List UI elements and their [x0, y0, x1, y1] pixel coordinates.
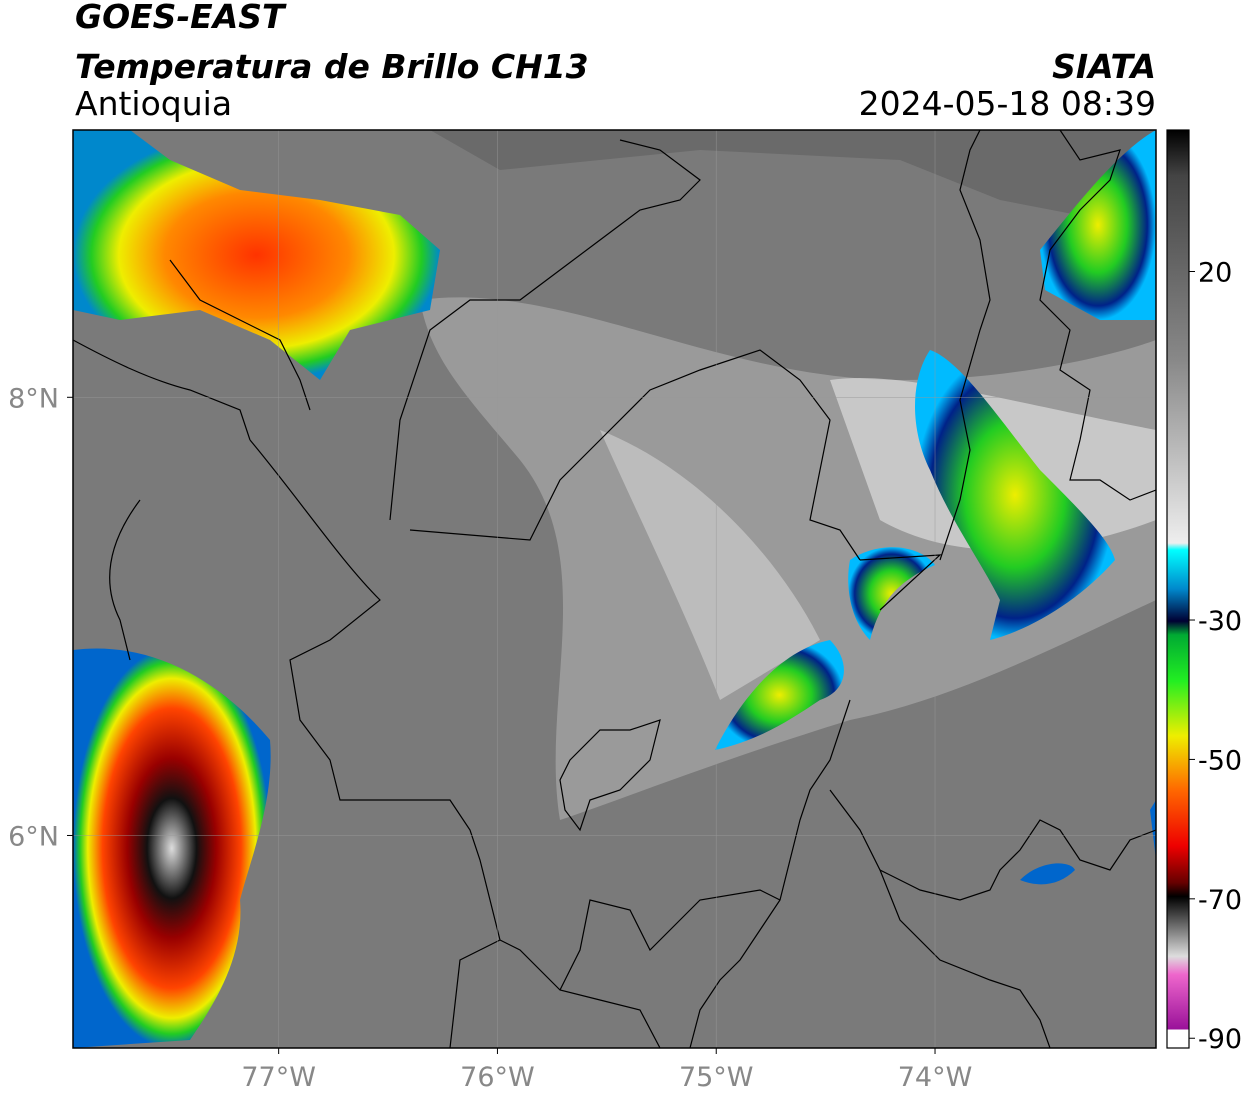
x-tick-label: 74°W — [898, 1062, 973, 1093]
map-frame — [72, 129, 1157, 1049]
y-tick-label: 8°N — [8, 383, 59, 414]
header: GOES-EAST Temperatura de Brillo CH13 Ant… — [75, 0, 1156, 123]
x-tick-label: 76°W — [460, 1062, 535, 1093]
colorbar-tick-label: -50 — [1198, 745, 1242, 776]
colorbar-tick-label: -70 — [1198, 885, 1242, 916]
x-tick-label: 77°W — [241, 1062, 316, 1093]
graticule — [73, 130, 1156, 1048]
region: Antioquia — [75, 84, 232, 123]
colorbar-tick-label: -90 — [1198, 1024, 1242, 1055]
imagery — [73, 130, 1156, 1048]
x-tick-label: 75°W — [679, 1062, 754, 1093]
subtitle: Temperatura de Brillo CH13 — [75, 47, 589, 86]
datetime: 2024-05-18 08:39 — [859, 84, 1156, 123]
colorbar-tick-label: 20 — [1198, 257, 1232, 288]
colorbar-tick-label: -30 — [1198, 606, 1242, 637]
colorbar — [1166, 129, 1190, 1049]
source: SIATA — [1052, 47, 1156, 86]
y-tick-label: 6°N — [8, 821, 59, 852]
title: GOES-EAST — [75, 0, 287, 36]
